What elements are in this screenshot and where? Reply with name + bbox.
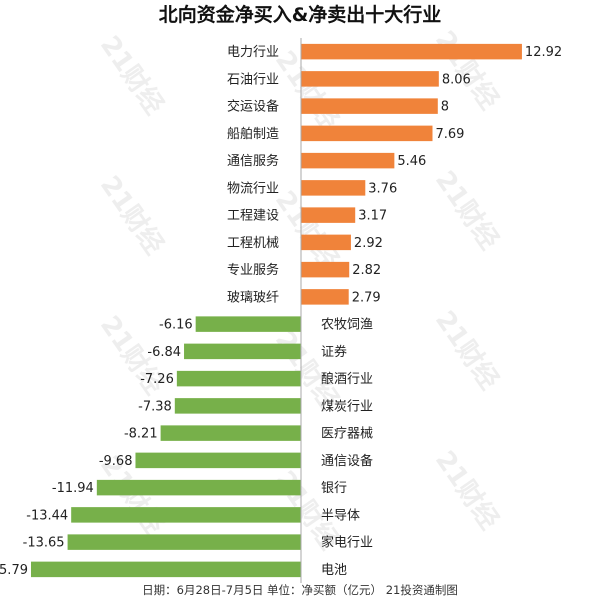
value-label: 3.17	[358, 209, 387, 224]
bar-12	[184, 343, 301, 360]
category-label: 专业服务	[227, 262, 279, 278]
value-label: 12.92	[525, 45, 562, 60]
category-label: 农牧饲渔	[321, 318, 373, 333]
category-label: 酿酒行业	[321, 371, 373, 387]
bar-11	[195, 316, 301, 332]
category-label: 电池	[321, 563, 347, 578]
category-label: 家电行业	[321, 535, 373, 551]
value-label: 2.92	[354, 236, 383, 251]
bar-13	[176, 370, 301, 387]
value-label: 3.76	[368, 181, 397, 196]
value-label: -7.38	[138, 399, 172, 414]
category-label: 石油行业	[227, 72, 279, 87]
category-label: 银行	[321, 481, 347, 496]
value-label: -13.65	[23, 536, 65, 551]
bar-20	[30, 561, 302, 578]
bar-19	[67, 534, 302, 550]
watermark-text: 21财经	[429, 445, 505, 535]
bar-4	[301, 125, 433, 142]
bar-9	[301, 261, 350, 278]
value-label: -11.94	[52, 481, 94, 496]
bars-group: 电力行业 12.92 石油行业 8.06 交运设备 8 船舶制造 7.69 通信服务 5.46 物流…	[0, 43, 562, 578]
value-label: 7.69	[435, 127, 464, 142]
category-label: 玻璃玻纤	[227, 290, 279, 305]
category-label: 船舶制造	[227, 126, 279, 142]
value-label: 5.46	[397, 154, 426, 169]
value-label: 8	[441, 100, 449, 115]
value-label: -13.44	[26, 508, 68, 523]
bar-6	[301, 180, 366, 196]
watermark-text: 21财经	[94, 30, 170, 120]
watermark-text: 21财经	[269, 185, 345, 275]
category-label: 工程建设	[227, 209, 279, 224]
footnote: 日期：6月28日-7月5日 单位：净买额（亿元） 21投资通制图	[142, 583, 458, 597]
bar-2	[301, 71, 439, 87]
category-label: 物流行业	[227, 181, 279, 196]
value-label: -8.21	[124, 427, 158, 442]
value-label: -9.68	[99, 454, 133, 469]
bar-5	[301, 152, 395, 169]
value-label: -6.84	[147, 345, 181, 360]
bar-15	[160, 425, 301, 441]
bar-1	[301, 43, 522, 60]
bar-8	[301, 234, 351, 251]
value-label: -7.26	[140, 372, 174, 387]
bar-17	[96, 479, 302, 496]
bar-7	[301, 207, 356, 223]
value-label: 2.82	[352, 263, 381, 278]
bar-14	[174, 398, 301, 414]
category-label: 半导体	[321, 508, 360, 523]
bar-3	[301, 98, 438, 114]
bar-16	[135, 452, 301, 469]
category-label: 交运设备	[227, 99, 279, 115]
bar-18	[71, 507, 302, 523]
category-label: 工程机械	[227, 236, 279, 251]
category-label: 电力行业	[227, 45, 279, 60]
category-label: 通信设备	[321, 453, 373, 469]
category-label: 煤炭行业	[321, 399, 373, 414]
category-label: 通信服务	[227, 153, 279, 169]
category-label: 医疗器械	[321, 427, 373, 442]
value-label: -15.79	[0, 563, 28, 578]
value-label: -6.16	[159, 318, 193, 333]
watermark-text: 21财经	[429, 165, 505, 255]
category-label: 证券	[321, 344, 347, 360]
chart-title: 北向资金净买入&净卖出十大行业	[159, 3, 442, 26]
value-label: 8.06	[442, 72, 471, 87]
value-label: 2.79	[352, 290, 381, 305]
bar-10	[301, 289, 349, 305]
watermark-text: 21财经	[94, 170, 170, 260]
watermark-text: 21财经	[429, 305, 505, 395]
